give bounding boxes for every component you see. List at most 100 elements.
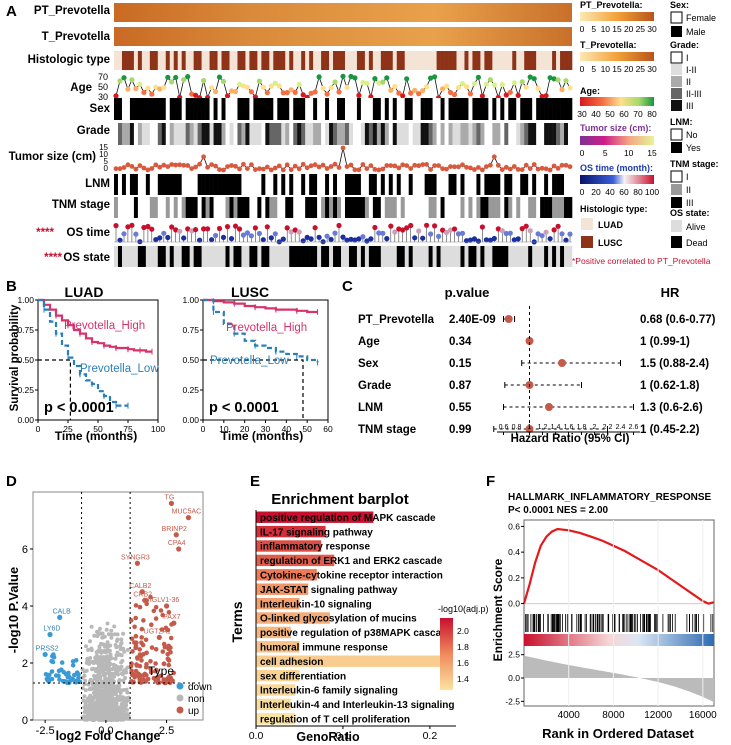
track-cell bbox=[189, 98, 194, 120]
volcano-point-up bbox=[168, 635, 174, 641]
volcano-point-non bbox=[124, 696, 129, 701]
track-cell bbox=[161, 51, 167, 70]
track-cell bbox=[360, 123, 366, 145]
track-cell bbox=[277, 197, 282, 218]
volcano-point-up bbox=[133, 643, 139, 649]
panel-label-c: C bbox=[342, 278, 353, 295]
age-point bbox=[440, 86, 446, 92]
track-cell bbox=[305, 98, 310, 120]
age-point bbox=[388, 87, 394, 93]
track-cell bbox=[500, 246, 505, 267]
track-cell bbox=[444, 174, 449, 195]
volcano-point-non bbox=[105, 696, 110, 701]
os-point bbox=[459, 230, 466, 236]
track-cell bbox=[488, 98, 493, 120]
volcano-point-non bbox=[114, 714, 119, 719]
track-cell bbox=[352, 246, 358, 267]
track-cell bbox=[329, 197, 334, 218]
os-point bbox=[284, 225, 290, 231]
km-xtick-label: 10 bbox=[219, 424, 229, 434]
tumor-point bbox=[241, 161, 246, 167]
os-point bbox=[467, 237, 473, 243]
gsea-xlabel: Rank in Ordered Dataset bbox=[542, 726, 694, 741]
track-cell bbox=[177, 123, 182, 145]
track-cell bbox=[456, 98, 461, 120]
age-point bbox=[356, 92, 362, 98]
legend-osstate-alive-swatch bbox=[671, 220, 682, 232]
track-cell bbox=[257, 174, 262, 195]
track-cell bbox=[376, 174, 382, 195]
enrich-bar bbox=[256, 626, 291, 639]
age-point bbox=[515, 92, 521, 98]
volcano-point-non bbox=[102, 694, 107, 699]
track-cell bbox=[225, 246, 230, 267]
track-cell bbox=[488, 123, 493, 145]
track-cell bbox=[169, 246, 175, 267]
track-cell bbox=[329, 123, 334, 145]
age-point bbox=[189, 91, 195, 97]
track-cell bbox=[540, 98, 545, 120]
track-cell bbox=[301, 98, 306, 120]
volcano-point-non bbox=[84, 660, 89, 665]
track-cell bbox=[472, 51, 477, 70]
tumor-point bbox=[217, 167, 222, 173]
tumor-point bbox=[125, 162, 131, 168]
track-cell bbox=[532, 51, 537, 70]
track-cell bbox=[368, 174, 374, 195]
enrich-bar bbox=[256, 698, 291, 711]
track-cell bbox=[161, 123, 167, 145]
os-point bbox=[479, 224, 485, 230]
forest-xtick-label: 1.4 bbox=[551, 424, 561, 431]
track-cell bbox=[364, 98, 370, 120]
volcano-xtick-label: 2.5 bbox=[159, 725, 174, 737]
track-cell bbox=[464, 174, 469, 195]
track-cell bbox=[516, 197, 521, 218]
tumor-point bbox=[432, 163, 437, 169]
os-point bbox=[356, 236, 362, 242]
gsea-xtick-label: 16000 bbox=[689, 710, 717, 721]
track-cell bbox=[221, 197, 226, 218]
track-cell bbox=[508, 98, 513, 120]
forest-xtick-label: 1 bbox=[528, 424, 532, 431]
volcano-point-non bbox=[97, 696, 102, 701]
legend-tick-label: 5 bbox=[591, 24, 596, 34]
enrich-bar bbox=[256, 612, 330, 624]
volcano-point-up bbox=[165, 656, 171, 662]
track-cell bbox=[125, 123, 131, 145]
track-cell bbox=[233, 98, 238, 120]
age-point bbox=[555, 77, 561, 83]
legend-sex-male-swatch bbox=[671, 26, 682, 37]
track-cell bbox=[209, 51, 214, 70]
track-cell bbox=[528, 246, 533, 267]
track-cell bbox=[380, 98, 386, 120]
volcano-point-non bbox=[98, 706, 103, 711]
volcano-point-up-labeled bbox=[139, 589, 145, 595]
tumor-point bbox=[472, 167, 477, 172]
track-cell bbox=[201, 123, 206, 145]
track-cell bbox=[253, 246, 258, 267]
volcano-point-non bbox=[86, 648, 91, 652]
track-cell bbox=[488, 197, 493, 218]
track-cell bbox=[213, 197, 218, 218]
km-lusc-title: LUSC bbox=[231, 284, 269, 300]
track-cell bbox=[460, 197, 465, 218]
track-cell bbox=[293, 123, 298, 145]
track-cell bbox=[149, 174, 155, 195]
track-cell bbox=[193, 98, 198, 120]
volcano-point-non bbox=[99, 703, 104, 708]
track-cell bbox=[556, 123, 561, 145]
track-cell bbox=[548, 174, 553, 195]
volcano-point-non bbox=[89, 624, 94, 629]
volcano-point-up bbox=[139, 626, 145, 632]
enrich-xlabel: GenoRatio bbox=[296, 730, 360, 744]
track-cell bbox=[157, 51, 163, 70]
track-cell bbox=[520, 123, 525, 145]
volcano-point-up bbox=[137, 647, 142, 652]
volcano-point-up bbox=[154, 667, 159, 673]
track-cell bbox=[428, 98, 433, 120]
volcano-point-non bbox=[83, 678, 88, 683]
tumor-point bbox=[213, 163, 219, 169]
track-cell bbox=[277, 174, 282, 195]
volcano-point-down bbox=[59, 660, 65, 665]
os-point bbox=[511, 237, 517, 243]
